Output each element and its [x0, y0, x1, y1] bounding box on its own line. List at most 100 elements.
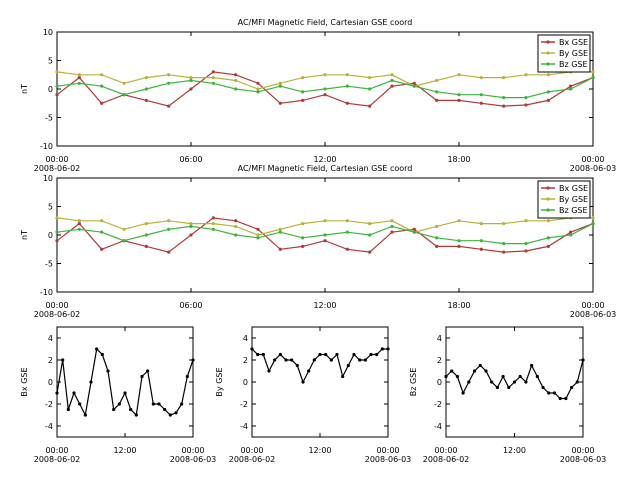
data-point	[368, 87, 372, 91]
data-point	[457, 73, 461, 77]
data-point	[55, 391, 59, 395]
data-point	[450, 369, 454, 373]
data-point	[284, 358, 288, 362]
data-point	[122, 227, 126, 231]
data-point	[435, 236, 439, 240]
y-tick-label: 2	[243, 356, 248, 365]
data-point	[100, 352, 104, 357]
data-point	[167, 219, 171, 223]
data-point	[256, 81, 260, 85]
data-point	[180, 402, 184, 406]
data-point	[478, 363, 482, 368]
data-point	[211, 70, 215, 74]
y-tick-label: -2	[240, 400, 248, 409]
data-point	[167, 73, 171, 77]
x-tick-label: 18:00	[447, 301, 470, 310]
data-point	[323, 219, 327, 223]
x-tick-label: 12:00	[503, 446, 526, 455]
data-point	[77, 227, 81, 231]
data-point	[390, 230, 394, 234]
data-point	[117, 402, 121, 406]
x-tick-label: 00:00 2008-06-03	[365, 446, 412, 464]
data-point	[211, 216, 215, 220]
y-axis-label: nT	[20, 84, 29, 94]
data-point	[569, 230, 573, 234]
data-point	[301, 90, 305, 94]
data-point	[78, 402, 82, 406]
data-point	[455, 374, 460, 379]
data-point	[368, 104, 372, 108]
x-tick-label: 12:00	[313, 155, 336, 164]
y-axis-label: Bx GSE	[20, 367, 29, 396]
data-point	[412, 81, 416, 85]
data-point	[524, 103, 528, 107]
data-point	[390, 78, 394, 83]
data-point	[55, 70, 59, 74]
data-point	[390, 84, 394, 88]
data-point	[189, 222, 193, 226]
x-tick-label: 12:00	[308, 446, 331, 455]
data-point	[77, 219, 81, 223]
data-point	[191, 358, 195, 362]
data-point	[345, 219, 349, 223]
data-point	[358, 358, 362, 362]
data-point	[546, 244, 550, 248]
data-point	[100, 247, 104, 251]
data-point	[234, 224, 238, 229]
x-tick-label: 06:00	[179, 301, 202, 310]
data-point	[234, 78, 238, 83]
x-tick-label: 18:00	[447, 155, 470, 164]
data-point	[55, 230, 59, 234]
legend-marker	[546, 62, 550, 66]
data-point	[278, 352, 282, 357]
data-point	[144, 244, 148, 248]
data-point	[501, 374, 505, 379]
y-tick-label: 10	[43, 28, 53, 37]
data-point	[77, 222, 81, 226]
data-point	[278, 84, 282, 88]
data-point	[301, 380, 305, 384]
data-point	[352, 352, 356, 357]
data-point	[301, 222, 305, 226]
data-point	[250, 347, 254, 351]
y-tick-label: 5	[48, 203, 53, 212]
data-point	[435, 224, 439, 229]
data-point	[189, 76, 193, 80]
data-point	[295, 363, 299, 368]
data-point	[55, 239, 59, 243]
data-point	[211, 81, 215, 85]
data-point	[345, 73, 349, 77]
data-point	[168, 413, 172, 417]
data-point	[55, 93, 59, 97]
data-point	[444, 374, 448, 379]
data-point	[234, 233, 238, 237]
data-point	[546, 98, 550, 102]
data-point	[211, 222, 215, 226]
data-point	[77, 73, 81, 77]
legend-marker	[546, 40, 550, 44]
legend-marker	[546, 51, 550, 55]
data-point	[307, 369, 311, 373]
data-point	[558, 396, 562, 401]
data-point	[157, 402, 161, 406]
data-point	[390, 224, 394, 229]
y-tick-label: -5	[45, 260, 53, 269]
data-point	[535, 374, 539, 379]
legend-marker	[546, 197, 550, 201]
data-point	[457, 244, 461, 248]
data-point	[123, 391, 127, 395]
y-tick-label: -10	[40, 288, 53, 297]
data-point	[278, 101, 282, 105]
data-point	[564, 396, 568, 401]
y-tick-label: -2	[45, 400, 53, 409]
data-point	[457, 98, 461, 102]
legend-label: Bx GSE	[559, 184, 588, 193]
data-point	[278, 227, 282, 231]
data-point	[467, 380, 471, 384]
data-point	[144, 98, 148, 102]
y-tick-label: -5	[45, 114, 53, 123]
data-point	[167, 227, 171, 231]
x-tick-label: 00:00 2008-06-03	[170, 446, 217, 464]
data-point	[541, 385, 545, 390]
